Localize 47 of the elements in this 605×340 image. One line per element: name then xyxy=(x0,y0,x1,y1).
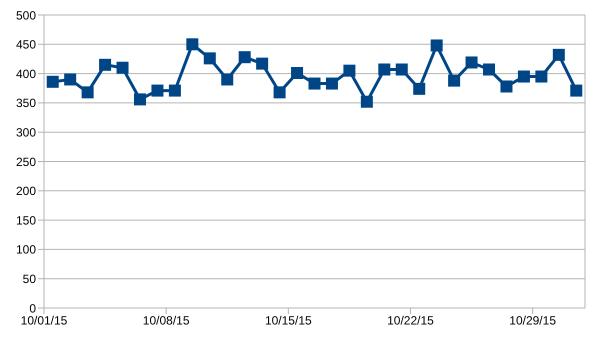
point xyxy=(116,62,129,74)
point xyxy=(99,58,112,71)
y-tick-label: 200 xyxy=(16,184,36,198)
y-tick-label: 150 xyxy=(16,213,36,228)
point xyxy=(82,86,94,98)
point xyxy=(360,96,373,108)
y-tick-label: 400 xyxy=(16,66,36,81)
y-tick-label: 450 xyxy=(16,38,36,52)
point xyxy=(448,74,460,87)
point xyxy=(308,78,320,90)
point xyxy=(570,84,582,97)
point xyxy=(46,76,59,88)
point xyxy=(466,56,478,68)
point xyxy=(221,73,234,86)
y-tick-label: 100 xyxy=(16,242,36,257)
point xyxy=(378,64,390,76)
point xyxy=(413,82,426,95)
point xyxy=(552,48,565,61)
point xyxy=(343,64,356,77)
x-tick-label: 10/29/15 xyxy=(509,314,556,328)
x-tick-label: 10/15/15 xyxy=(264,314,312,328)
y-tick-label: 250 xyxy=(16,154,36,169)
point xyxy=(326,78,338,90)
x-tick-label: 10/08/15 xyxy=(142,314,190,328)
y-tick-label: 0 xyxy=(29,301,36,316)
y-tick-label: 500 xyxy=(16,8,36,22)
point xyxy=(518,70,530,83)
point xyxy=(535,70,548,83)
point xyxy=(274,86,286,98)
point xyxy=(256,58,268,70)
point xyxy=(500,80,512,92)
point xyxy=(204,52,216,64)
x-tick-label: 10/01/15 xyxy=(20,314,68,328)
point xyxy=(151,84,164,97)
point xyxy=(483,64,496,76)
point xyxy=(238,51,251,64)
y-tick-label: 300 xyxy=(16,125,36,140)
point xyxy=(396,64,408,76)
point xyxy=(291,67,304,80)
point xyxy=(186,38,198,50)
x-tick-label: 10/22/15 xyxy=(387,314,434,328)
point xyxy=(168,84,181,97)
y-tick-label: 350 xyxy=(16,96,36,110)
y-tick-label: 50 xyxy=(22,272,36,286)
point xyxy=(430,39,443,52)
point xyxy=(134,93,146,106)
point xyxy=(64,73,76,86)
